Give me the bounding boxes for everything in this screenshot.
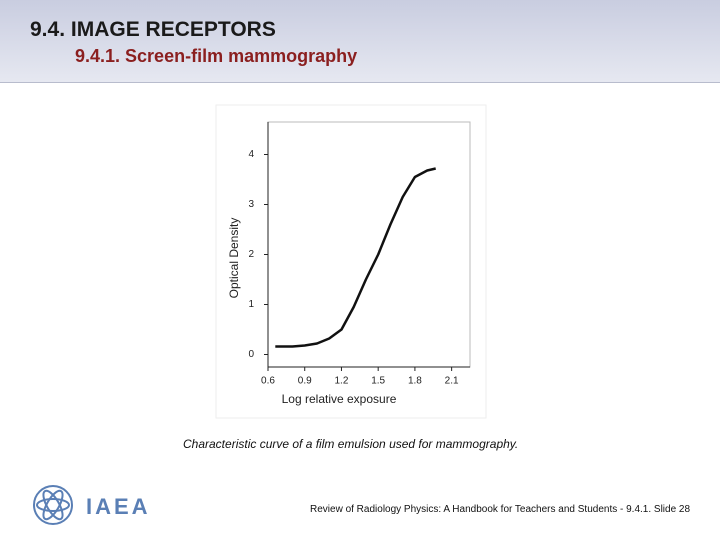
footer: Review of Radiology Physics: A Handbook … bbox=[310, 504, 691, 515]
logo-emblem bbox=[33, 485, 73, 525]
caption: Characteristic curve of a film emulsion … bbox=[183, 437, 519, 451]
x-tick-label: 0.6 bbox=[261, 376, 275, 387]
x-tick-label: 1.5 bbox=[371, 376, 385, 387]
y-tick-label: 1 bbox=[248, 299, 254, 310]
x-tick-label: 1.8 bbox=[408, 376, 422, 387]
y-tick-label: 3 bbox=[248, 199, 254, 210]
x-tick-label: 2.1 bbox=[445, 376, 459, 387]
logo: IAEA bbox=[33, 485, 151, 525]
y-tick-label: 4 bbox=[248, 149, 254, 160]
x-tick-label: 1.2 bbox=[335, 376, 349, 387]
y-axis-label: Optical Density bbox=[227, 218, 241, 299]
x-axis-label: Log relative exposure bbox=[282, 392, 397, 406]
y-tick-label: 0 bbox=[248, 349, 254, 360]
curve bbox=[275, 167, 436, 348]
slide-subtitle: 9.4.1. Screen-film mammography bbox=[75, 46, 358, 66]
header-band bbox=[0, 0, 720, 83]
logo-text: IAEA bbox=[86, 494, 151, 519]
y-tick-label: 2 bbox=[248, 249, 254, 260]
chart-background bbox=[215, 104, 487, 419]
x-tick-label: 0.9 bbox=[298, 376, 312, 387]
slide-title: 9.4. IMAGE RECEPTORS bbox=[30, 18, 276, 41]
